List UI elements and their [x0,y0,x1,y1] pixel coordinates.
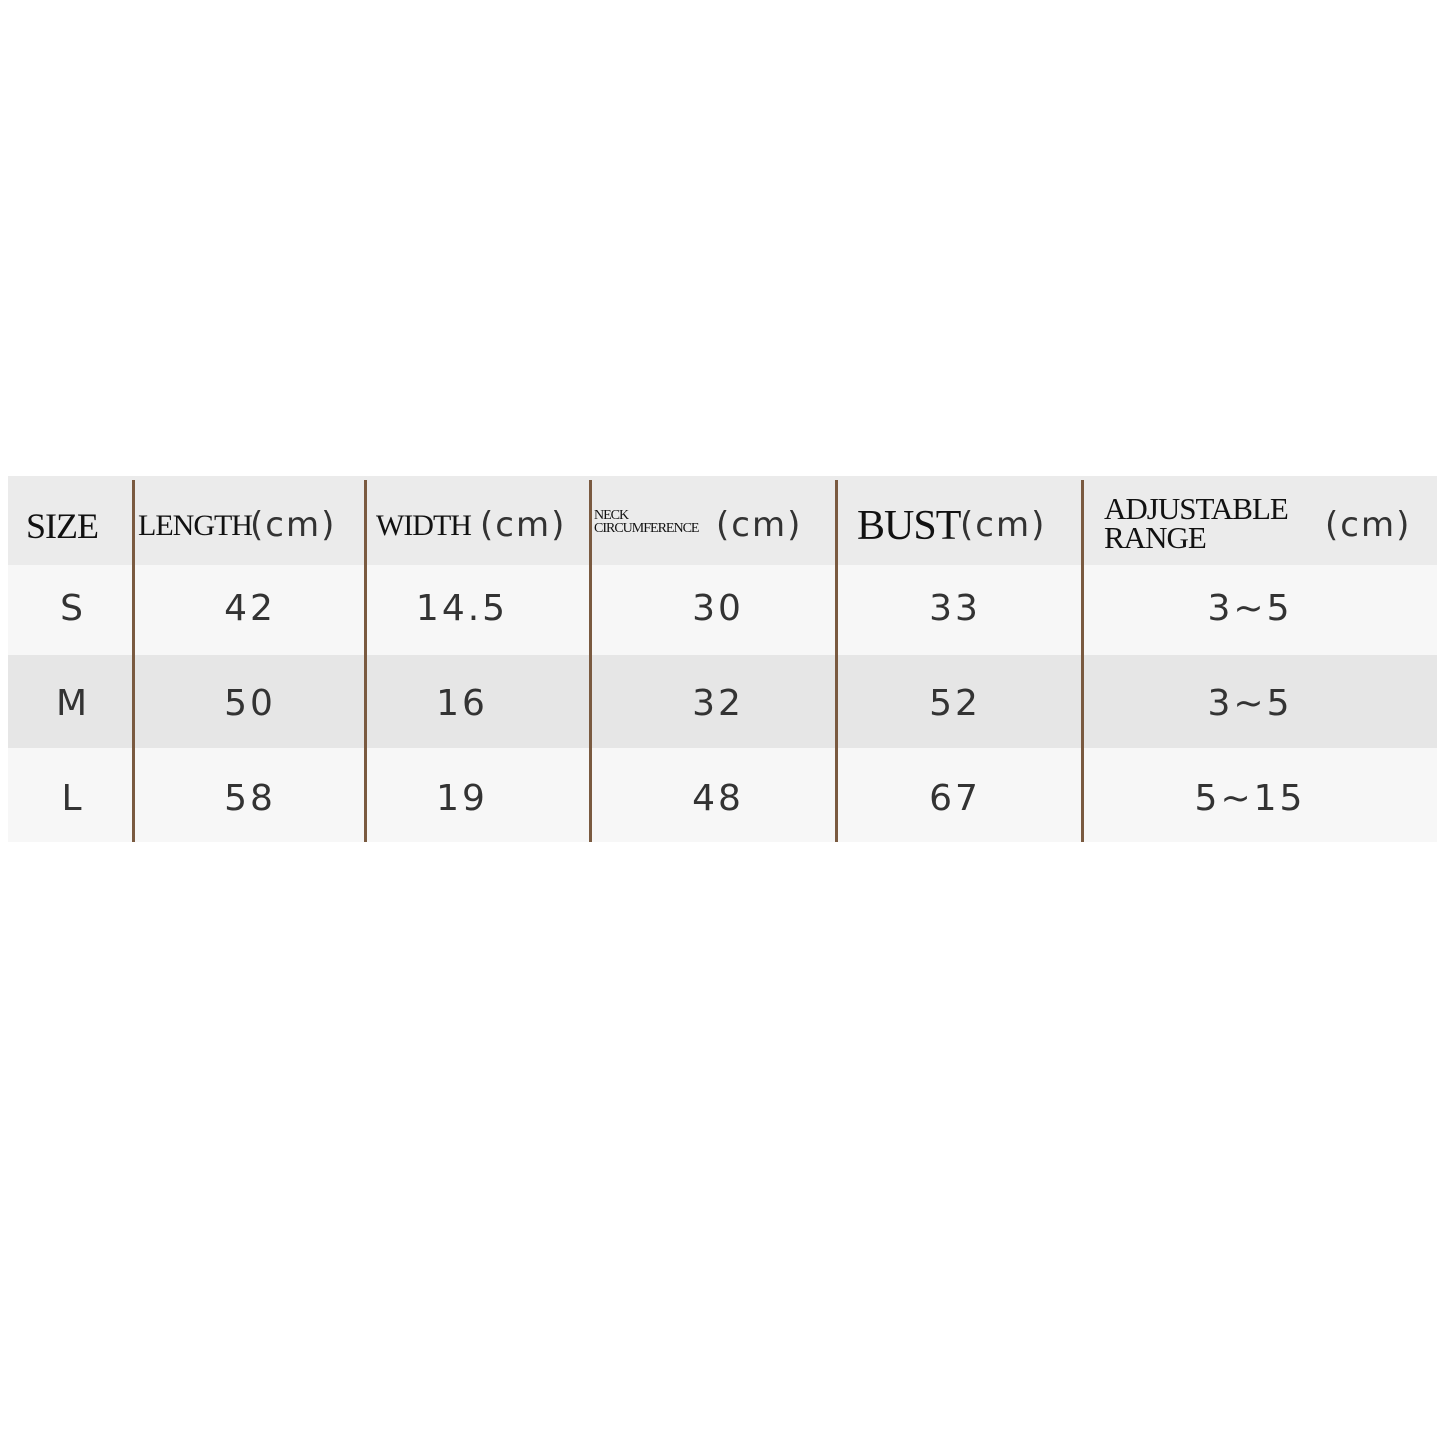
header-label: NECK [594,507,629,523]
cell-value: 50 [224,683,276,724]
cell-value: 33 [929,588,981,629]
header-unit: (cm) [716,505,803,545]
size-label: S [60,588,86,629]
header-unit: (cm) [250,505,337,545]
size-label: L [61,778,85,819]
header-label: WIDTH [376,508,472,542]
cell-value: 52 [929,683,981,724]
header-unit: (cm) [480,505,567,545]
cell-value: 3~5 [1207,683,1293,724]
cell-value: 5~15 [1194,778,1306,819]
cell-value: 3~5 [1207,588,1293,629]
header-label: CIRCUMFERENCE [594,521,699,536]
size-label: M [55,683,91,724]
header-label: SIZE [26,505,99,546]
table-row [8,748,1437,842]
header-label: RANGE [1104,520,1207,555]
header-row [8,476,1437,565]
cell-value: 58 [224,778,276,819]
header-label: ADJUSTABLE [1104,490,1289,526]
column-divider [835,480,838,842]
column-divider [364,480,367,842]
table-row [8,655,1437,748]
cell-value: 14.5 [415,588,509,629]
cell-value: 19 [436,778,488,819]
header-label: BUST [857,503,961,550]
header-unit: (cm) [960,505,1047,545]
header-unit: (cm) [1325,505,1412,545]
cell-value: 42 [224,588,276,629]
column-divider [1081,480,1084,842]
cell-value: 32 [692,683,744,724]
cell-value: 30 [692,588,744,629]
table-row [8,565,1437,655]
column-divider [589,480,592,842]
header-label: LENGTH [138,508,253,542]
cell-value: 48 [692,778,744,819]
cell-value: 67 [929,778,981,819]
cell-value: 16 [436,683,488,724]
column-divider [132,480,135,842]
